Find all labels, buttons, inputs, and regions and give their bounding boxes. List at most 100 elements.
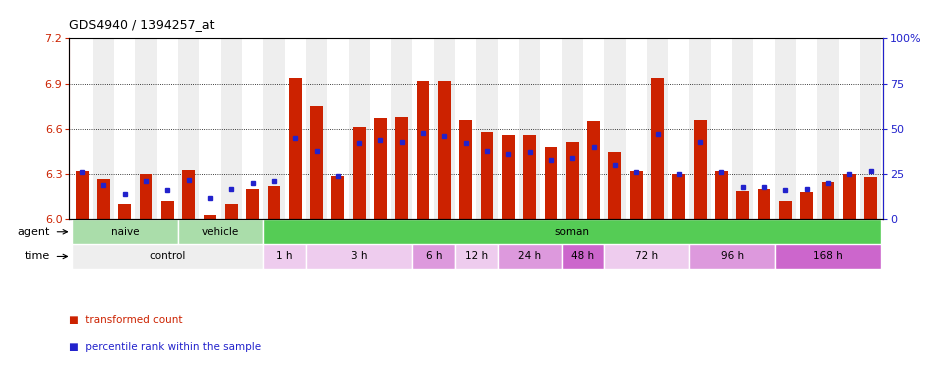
Text: ■  transformed count: ■ transformed count xyxy=(69,315,183,325)
Text: time: time xyxy=(25,252,50,262)
Bar xyxy=(540,38,561,219)
Bar xyxy=(434,38,455,219)
Bar xyxy=(864,177,877,219)
Text: 3 h: 3 h xyxy=(351,252,367,262)
Bar xyxy=(71,244,264,269)
Bar xyxy=(609,152,622,219)
Bar xyxy=(839,38,860,219)
Bar xyxy=(156,38,178,219)
Bar xyxy=(374,118,387,219)
Bar xyxy=(689,38,710,219)
Bar xyxy=(481,132,493,219)
Bar xyxy=(455,244,498,269)
Text: vehicle: vehicle xyxy=(202,227,240,237)
Bar xyxy=(349,38,370,219)
Bar xyxy=(264,38,285,219)
Bar xyxy=(370,38,391,219)
Bar xyxy=(76,171,89,219)
Bar xyxy=(775,244,882,269)
Bar xyxy=(800,192,813,219)
Text: 24 h: 24 h xyxy=(518,252,541,262)
Text: naive: naive xyxy=(110,227,139,237)
Text: 72 h: 72 h xyxy=(635,252,659,262)
Text: 6 h: 6 h xyxy=(426,252,442,262)
Text: GDS4940 / 1394257_at: GDS4940 / 1394257_at xyxy=(69,18,215,31)
Bar xyxy=(413,38,434,219)
Bar xyxy=(327,38,349,219)
Bar xyxy=(71,38,92,219)
Bar xyxy=(118,204,131,219)
Bar xyxy=(242,38,264,219)
Bar xyxy=(161,201,174,219)
Bar xyxy=(455,38,476,219)
Bar xyxy=(264,244,306,269)
Bar xyxy=(732,38,753,219)
Text: ■  percentile rank within the sample: ■ percentile rank within the sample xyxy=(69,342,262,352)
Bar xyxy=(460,120,472,219)
Bar xyxy=(182,170,195,219)
Text: 168 h: 168 h xyxy=(813,252,843,262)
Bar xyxy=(630,171,643,219)
Bar xyxy=(289,78,302,219)
Bar xyxy=(221,38,242,219)
Bar xyxy=(352,127,365,219)
Bar xyxy=(178,38,200,219)
Bar xyxy=(519,38,540,219)
Text: 1 h: 1 h xyxy=(277,252,293,262)
Bar xyxy=(140,174,153,219)
Bar xyxy=(476,38,498,219)
Bar xyxy=(710,38,732,219)
Bar xyxy=(843,174,856,219)
Bar xyxy=(753,38,775,219)
Bar xyxy=(561,244,604,269)
Bar xyxy=(587,121,600,219)
Bar xyxy=(391,38,413,219)
Text: soman: soman xyxy=(555,227,590,237)
Bar xyxy=(566,142,579,219)
Bar xyxy=(97,179,110,219)
Text: 48 h: 48 h xyxy=(572,252,595,262)
Bar xyxy=(285,38,306,219)
Bar xyxy=(310,106,323,219)
Bar xyxy=(604,38,625,219)
Bar xyxy=(758,189,771,219)
Bar xyxy=(246,189,259,219)
Bar xyxy=(502,135,514,219)
Bar xyxy=(821,182,834,219)
Bar xyxy=(438,81,450,219)
Bar xyxy=(524,135,536,219)
Bar xyxy=(71,219,178,244)
Bar xyxy=(306,38,327,219)
Bar xyxy=(604,244,689,269)
Bar xyxy=(689,244,775,269)
Bar xyxy=(395,117,408,219)
Bar xyxy=(135,38,156,219)
Text: 12 h: 12 h xyxy=(465,252,488,262)
Bar xyxy=(672,174,685,219)
Bar xyxy=(178,219,264,244)
Bar xyxy=(651,78,664,219)
Bar xyxy=(647,38,668,219)
Bar xyxy=(306,244,413,269)
Text: control: control xyxy=(149,252,186,262)
Bar xyxy=(225,204,238,219)
Bar xyxy=(331,176,344,219)
Text: agent: agent xyxy=(18,227,50,237)
Bar xyxy=(498,244,561,269)
Bar xyxy=(736,191,749,219)
Bar xyxy=(264,219,882,244)
Bar xyxy=(204,215,216,219)
Bar xyxy=(796,38,818,219)
Bar xyxy=(561,38,583,219)
Bar xyxy=(668,38,689,219)
Bar xyxy=(694,120,707,219)
Bar xyxy=(715,171,728,219)
Bar xyxy=(267,186,280,219)
Bar xyxy=(583,38,604,219)
Bar xyxy=(416,81,429,219)
Bar xyxy=(200,38,221,219)
Bar xyxy=(818,38,839,219)
Bar xyxy=(860,38,882,219)
Bar xyxy=(413,244,455,269)
Bar xyxy=(498,38,519,219)
